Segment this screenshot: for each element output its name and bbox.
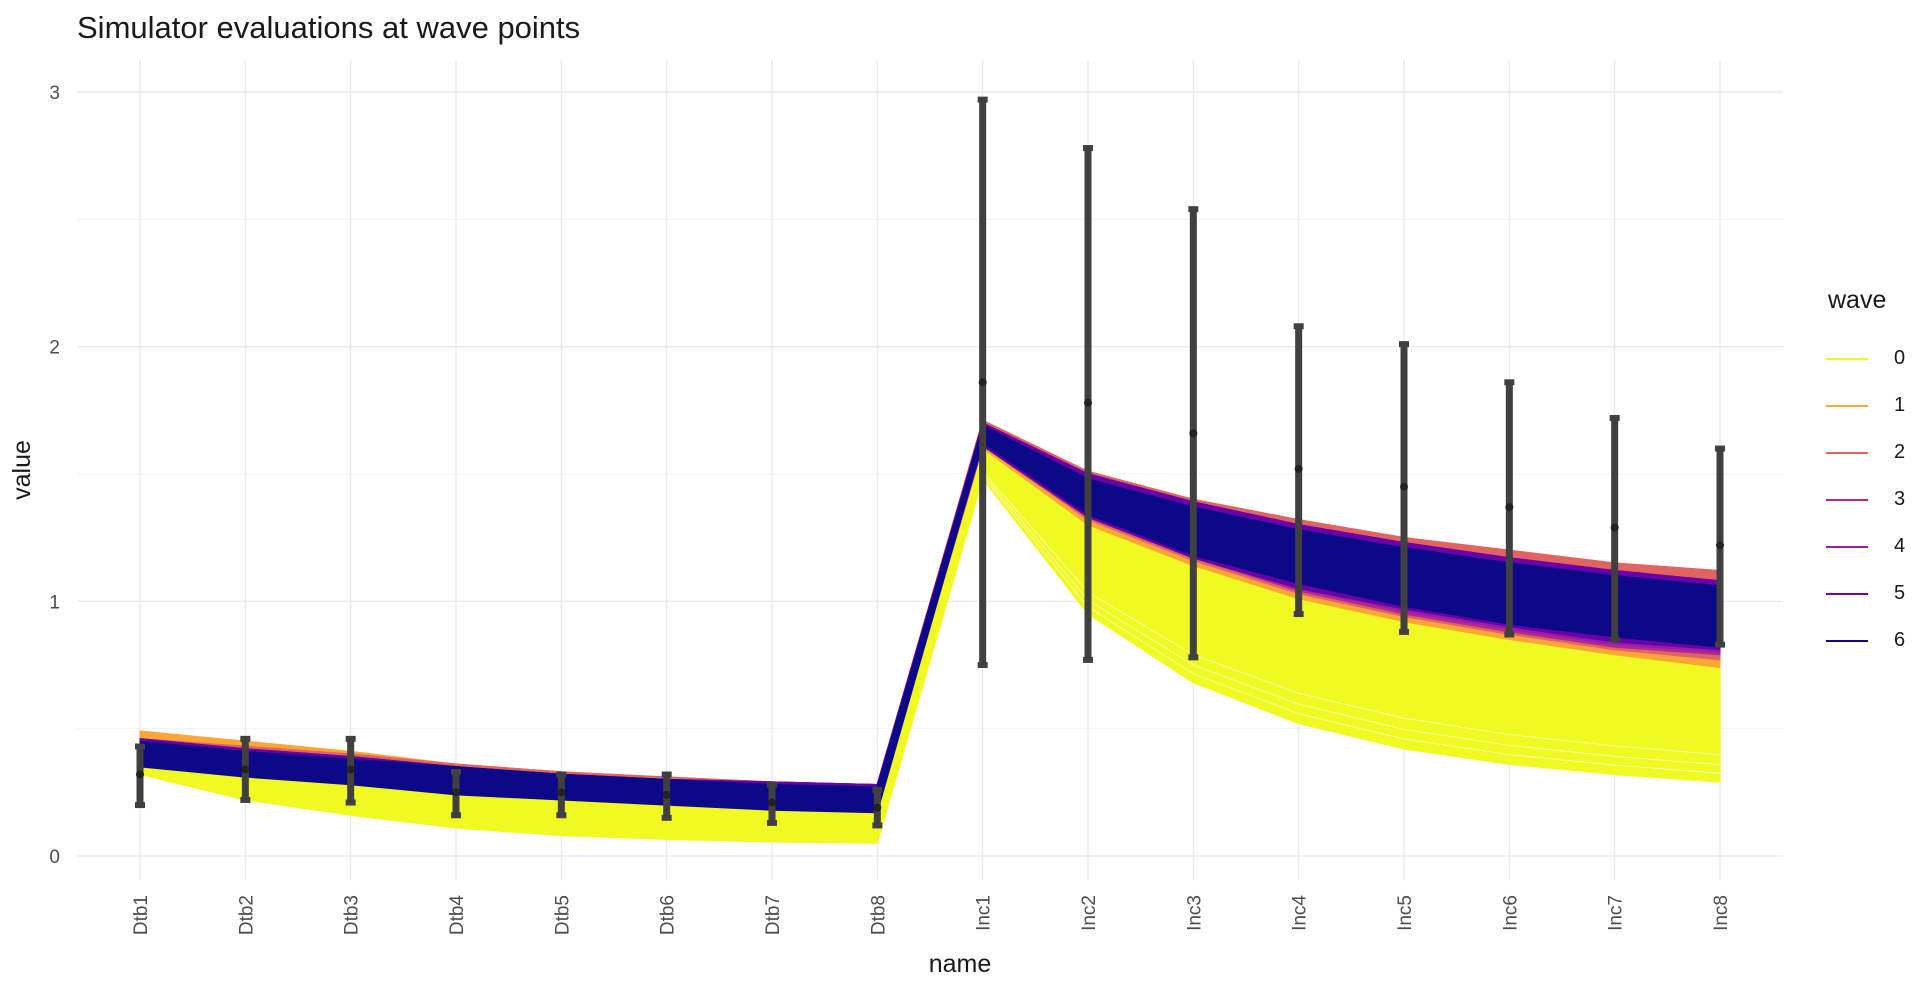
- x-tick-label: Dtb1: [131, 895, 152, 935]
- legend-label: 0: [1894, 347, 1906, 369]
- legend-label: 5: [1894, 582, 1906, 604]
- legend-entry-wave-4: 4: [1826, 523, 1905, 570]
- target-point: [452, 788, 460, 797]
- legend-key-swatch: [1826, 404, 1868, 407]
- x-tick-label: Inc5: [1395, 895, 1416, 931]
- legend-key-swatch: [1826, 592, 1868, 595]
- series-streak-wave-0: [982, 476, 1721, 774]
- axes: 0 1 2 3 Dtb1 Dtb2 Dtb3 Dtb4 Dtb5 Dtb6 Dtb7 Dtb8 Inc1…: [8, 83, 1732, 978]
- legend-entry-wave-6: 6: [1826, 617, 1905, 664]
- legend: wave 0 1 2 3 4 5 6: [1826, 286, 1905, 664]
- series-layer: [139, 419, 1721, 844]
- y-axis-label: value: [8, 440, 36, 500]
- legend-entries: 0 1 2 3 4 5 6: [1826, 335, 1905, 664]
- y-tick-label: 3: [49, 83, 60, 104]
- legend-entry-wave-1: 1: [1826, 382, 1905, 429]
- target-point: [662, 790, 671, 799]
- x-axis-label: name: [929, 950, 992, 978]
- x-tick-label: Dtb7: [763, 895, 784, 935]
- x-tick-label: Inc1: [974, 895, 995, 931]
- series-line-wave-6: [139, 424, 1721, 788]
- x-tick-label: Dtb6: [658, 895, 679, 935]
- y-tick-label: 1: [49, 592, 60, 613]
- legend-label: 1: [1894, 394, 1906, 416]
- legend-label: 3: [1894, 488, 1906, 510]
- x-tick-label: Dtb4: [447, 895, 468, 936]
- target-point: [557, 788, 566, 797]
- legend-label: 4: [1894, 535, 1906, 557]
- target-point: [1294, 464, 1303, 473]
- series-streak-wave-0: [982, 473, 1721, 766]
- target-point: [1716, 541, 1724, 550]
- target-point: [346, 765, 355, 774]
- target-point: [136, 770, 144, 779]
- x-tick-label: Inc6: [1500, 895, 1521, 931]
- legend-entry-wave-5: 5: [1826, 570, 1905, 617]
- target-point: [1610, 523, 1619, 532]
- x-tick-label: Dtb3: [342, 895, 363, 935]
- target-point: [1189, 429, 1198, 438]
- legend-title: wave: [1828, 286, 1887, 314]
- x-tick-label: Inc7: [1606, 895, 1627, 931]
- chart-title: Simulator evaluations at wave points: [77, 10, 581, 45]
- legend-entry-wave-0: 0: [1826, 335, 1905, 382]
- target-errorbars: [135, 96, 1725, 829]
- target-point: [1084, 398, 1092, 407]
- series-streak-wave-0: [982, 470, 1721, 756]
- x-tick-label: Inc8: [1711, 895, 1732, 931]
- x-tick-label: Inc4: [1290, 895, 1311, 931]
- legend-key-swatch: [1826, 639, 1868, 642]
- chart-plot: 0 1 2 3 Dtb1 Dtb2 Dtb3 Dtb4 Dtb5 Dtb6 Dtb7 Dtb8 Inc1…: [8, 60, 1783, 978]
- y-tick-label: 0: [49, 847, 60, 868]
- target-point: [1400, 482, 1408, 491]
- target-point: [241, 765, 250, 774]
- x-tick-label: Dtb5: [552, 895, 573, 935]
- legend-entry-wave-3: 3: [1826, 476, 1905, 523]
- target-point: [978, 378, 987, 387]
- x-tick-label: Dtb8: [868, 895, 889, 935]
- target-point: [1505, 503, 1514, 512]
- legend-label: 6: [1894, 629, 1906, 651]
- legend-key-swatch: [1826, 357, 1868, 360]
- x-tick-label: Inc3: [1184, 895, 1205, 931]
- target-point: [873, 803, 882, 812]
- legend-entry-wave-2: 2: [1826, 429, 1905, 476]
- y-tick-label: 2: [49, 338, 60, 359]
- target-point: [768, 798, 776, 807]
- x-tick-label: Inc2: [1079, 895, 1100, 931]
- legend-key-swatch: [1826, 451, 1868, 454]
- x-tick-label: Dtb2: [236, 895, 257, 935]
- legend-key-swatch: [1826, 545, 1868, 548]
- legend-label: 2: [1894, 441, 1906, 463]
- legend-key-swatch: [1826, 498, 1868, 501]
